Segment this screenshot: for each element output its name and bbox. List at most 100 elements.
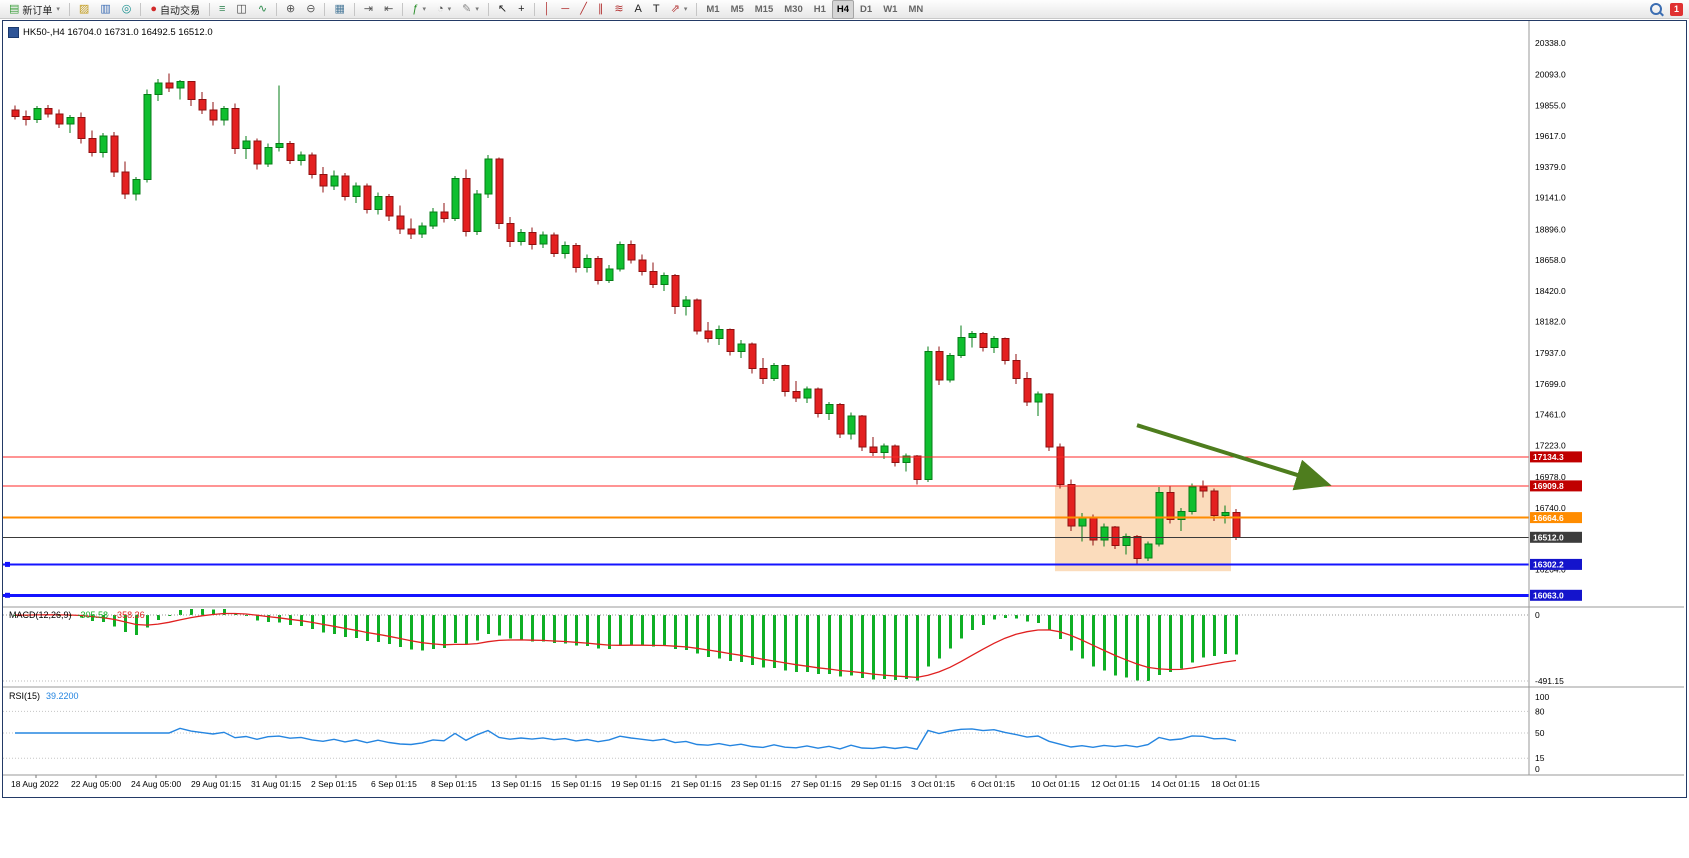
text-icon-glyph: A — [634, 2, 642, 15]
label-icon[interactable]: T — [648, 0, 665, 19]
price-axis-label: 20093.0 — [1535, 70, 1566, 80]
price-tag-text: 16664.6 — [1533, 513, 1564, 523]
templates-icon[interactable]: ✎ ▾ — [457, 0, 484, 19]
auto-trading-button[interactable]: ● 自动交易 — [145, 0, 205, 19]
new-order-button-label: 新订单 — [22, 5, 53, 17]
price-axis-label: 17937.0 — [1535, 348, 1566, 358]
price-axis-label: 18420.0 — [1535, 286, 1566, 296]
dropdown-caret-icon: ▾ — [475, 6, 479, 13]
tf-m5[interactable]: M5 — [726, 0, 749, 19]
candlestick-icon[interactable]: ◫ — [231, 0, 251, 19]
trendline-icon[interactable]: ╱ — [575, 0, 592, 19]
tile-windows-icon[interactable]: ▦ — [329, 0, 349, 19]
candlestick-series[interactable] — [11, 73, 1241, 564]
time-axis-label: 2 Sep 01:15 — [311, 779, 357, 789]
price-axis-label: 20338.0 — [1535, 38, 1566, 48]
macd-histogram — [14, 609, 1238, 681]
chart-shift-icon-glyph: ⇤ — [384, 2, 394, 15]
time-axis-label: 29 Sep 01:15 — [851, 779, 902, 789]
auto-trading-button-label: 自动交易 — [160, 5, 200, 17]
tf-m15[interactable]: M15 — [750, 0, 778, 19]
price-tag-text: 17134.3 — [1533, 452, 1564, 462]
price-tag-16512.0: 16512.0 — [1530, 531, 1582, 543]
line-chart-icon[interactable]: ∿ — [253, 0, 272, 19]
time-axis-label: 29 Aug 01:15 — [191, 779, 241, 789]
time-axis-label: 6 Oct 01:15 — [971, 779, 1015, 789]
auto-trading-button-glyph: ● — [150, 2, 157, 15]
tf-d1[interactable]: D1 — [855, 0, 877, 19]
zoom-in-icon[interactable]: ⊕ — [281, 0, 300, 19]
price-chart-canvas[interactable]: 20338.0 20093.0 19855.0 19617.0 19379.0 19141… — [3, 21, 1684, 795]
fibonacci-icon[interactable]: ≋ — [609, 0, 628, 19]
time-axis-label: 21 Sep 01:15 — [671, 779, 722, 789]
time-axis-label: 8 Sep 01:15 — [431, 779, 477, 789]
tf-m15-label: M15 — [754, 3, 774, 15]
toolbar-separator — [324, 2, 326, 16]
tf-h1[interactable]: H1 — [809, 0, 831, 19]
bar-chart-icon[interactable]: ≡ — [214, 0, 230, 19]
time-axis-label: 14 Oct 01:15 — [1151, 779, 1200, 789]
trend-arrow[interactable] — [1136, 423, 1332, 491]
rsi-axis-label: 15 — [1535, 753, 1545, 763]
chart-window[interactable]: 20338.0 20093.0 19855.0 19617.0 19379.0 19141… — [2, 20, 1687, 798]
time-axis-label: 15 Sep 01:15 — [551, 779, 602, 789]
tf-m30[interactable]: M30 — [779, 0, 807, 19]
price-axis-label: 17461.0 — [1535, 410, 1566, 420]
macd-signal-line — [14, 612, 1237, 679]
tf-m1[interactable]: M1 — [701, 0, 724, 19]
zoom-out-icon[interactable]: ⊖ — [301, 0, 320, 19]
toolbar-separator — [402, 2, 404, 16]
refresh-icon[interactable]: ◎ — [117, 0, 137, 19]
rsi-line — [15, 727, 1237, 750]
time-axis-label: 13 Sep 01:15 — [491, 779, 542, 789]
toolbar-separator — [533, 2, 535, 16]
new-order-button[interactable]: ▤ 新订单 ▾ — [4, 0, 65, 19]
chart-title: HK50-,H4 16704.0 16731.0 16492.5 16512.0 — [8, 27, 213, 38]
line-handle[interactable] — [5, 592, 10, 598]
horizontal-line-icon[interactable]: ─ — [556, 0, 574, 19]
auto-scroll-icon[interactable]: ⇥ — [359, 0, 378, 19]
templates-icon-glyph: ✎ — [462, 2, 472, 15]
dropdown-caret-icon: ▾ — [683, 6, 688, 13]
price-axis-label: 16978.0 — [1535, 472, 1566, 482]
candlestick-icon-glyph: ◫ — [236, 2, 247, 15]
rsi-axis-label: 80 — [1535, 706, 1545, 716]
horizontal-line-icon-glyph: ─ — [561, 2, 570, 15]
styles-icon[interactable]: ▨ — [74, 0, 94, 19]
bar-chart-icon-glyph: ≡ — [219, 2, 226, 15]
price-axis-label: 19379.0 — [1535, 162, 1566, 172]
arrows-icon[interactable]: ⇗ ▾ — [666, 0, 693, 19]
rsi-indicator-label: RSI(15) 39.2200 — [9, 691, 79, 701]
price-axis-label: 18658.0 — [1535, 255, 1566, 265]
chart-shift-icon[interactable]: ⇤ — [379, 0, 398, 19]
notification-badge[interactable]: 1 — [1670, 2, 1683, 16]
line-handle[interactable] — [5, 561, 10, 567]
highlight-box[interactable] — [1055, 485, 1231, 572]
vertical-line-icon[interactable]: │ — [539, 0, 556, 19]
search-icon[interactable] — [1650, 3, 1662, 15]
macd-main-value: -305.58 — [77, 610, 109, 620]
tf-mn[interactable]: MN — [903, 0, 928, 19]
channel-icon[interactable]: ∥ — [593, 0, 609, 19]
tf-mn-label: MN — [908, 3, 924, 15]
tf-h4[interactable]: H4 — [831, 0, 855, 19]
print-icon[interactable]: ▥ — [95, 0, 115, 19]
text-icon[interactable]: A — [630, 0, 647, 19]
indicators-icon[interactable]: ƒ ▾ — [407, 0, 431, 19]
cursor-icon[interactable]: ↖ — [493, 0, 512, 19]
time-axis-label: 12 Oct 01:15 — [1091, 779, 1140, 789]
macd-axis-min-label: -491.15 — [1535, 676, 1564, 686]
time-axis-label: 24 Aug 05:00 — [131, 779, 181, 789]
periods-icon[interactable]: ◔ ▾ — [432, 0, 456, 19]
cursor-icon-glyph: ↖ — [497, 2, 508, 15]
tf-m30-label: M30 — [784, 3, 803, 15]
toolbar-separator — [487, 2, 489, 16]
rsi-axis-label: 50 — [1535, 728, 1545, 738]
price-axis-label: 17699.0 — [1535, 379, 1566, 389]
price-tag-16664.6: 16664.6 — [1530, 512, 1582, 524]
print-icon-glyph: ▥ — [100, 2, 111, 15]
arrows-icon-glyph: ⇗ — [670, 2, 680, 15]
time-axis-label: 23 Sep 01:15 — [731, 779, 782, 789]
tf-w1[interactable]: W1 — [878, 0, 902, 19]
crosshair-icon[interactable]: + — [513, 0, 529, 19]
